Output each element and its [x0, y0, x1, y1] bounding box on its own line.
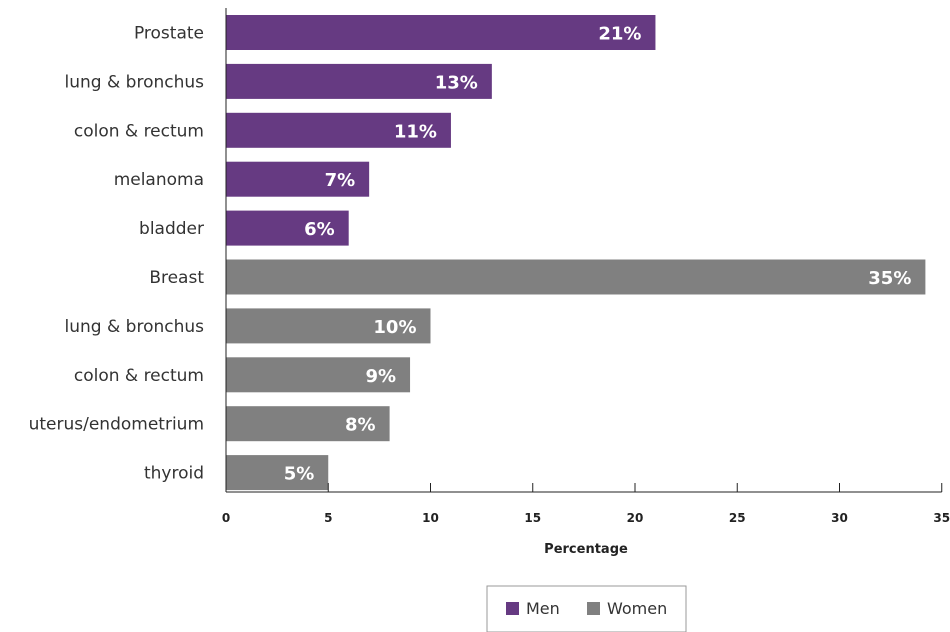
data-label: 21% — [598, 24, 641, 45]
bar-8 — [226, 406, 390, 442]
legend-swatch-men — [506, 602, 519, 615]
bar-9 — [226, 455, 329, 491]
category-label: lung & bronchus — [65, 317, 205, 337]
category-labels: Prostate lung & bronchus colon & rectum mel… — [29, 24, 205, 484]
x-tick-label: 20 — [627, 511, 644, 525]
data-label: 8% — [345, 415, 376, 436]
x-axis-title: Percentage — [544, 542, 628, 557]
data-label: 35% — [868, 268, 911, 289]
x-tick-label: 35 — [933, 511, 950, 525]
category-label: Prostate — [134, 24, 204, 44]
bar-3 — [226, 161, 370, 197]
data-label: 6% — [304, 219, 335, 240]
category-label: colon & rectum — [74, 121, 204, 141]
category-label: melanoma — [114, 170, 204, 190]
legend-swatch-women — [587, 602, 600, 615]
data-label: 10% — [373, 317, 416, 338]
legend: Men Women — [486, 585, 687, 632]
data-label: 7% — [325, 170, 356, 191]
x-tick-label: 25 — [729, 511, 746, 525]
x-tick-label: 15 — [524, 511, 541, 525]
bar-1 — [226, 63, 492, 99]
data-labels: 21% 13% 11% 7% 6% 35% 10% 9% 8% 5% — [284, 24, 912, 485]
data-label: 5% — [284, 464, 315, 485]
bar-0 — [226, 15, 656, 50]
legend-box — [486, 585, 687, 632]
legend-label-men: Men — [526, 599, 560, 618]
data-label: 11% — [394, 121, 437, 142]
bar-6 — [226, 308, 431, 344]
x-tick-label: 0 — [222, 511, 230, 525]
x-tick-label: 30 — [831, 511, 848, 525]
category-label: lung & bronchus — [65, 72, 205, 92]
category-label: thyroid — [144, 464, 204, 484]
category-label: colon & rectum — [74, 366, 204, 386]
category-label: bladder — [139, 219, 204, 239]
bar-4 — [226, 210, 349, 246]
bar-2 — [226, 112, 451, 148]
bar-7 — [226, 357, 411, 393]
bar-5 — [226, 259, 926, 295]
legend-label-women: Women — [607, 599, 667, 618]
category-label: uterus/endometrium — [29, 415, 204, 435]
bars-group — [226, 15, 926, 491]
x-axis-ticks: 0 5 10 15 20 25 30 35 — [222, 483, 950, 525]
data-label: 9% — [365, 366, 396, 387]
x-tick-label: 5 — [324, 511, 332, 525]
category-label: Breast — [149, 268, 204, 288]
x-tick-label: 10 — [422, 511, 439, 525]
data-label: 13% — [435, 72, 478, 93]
